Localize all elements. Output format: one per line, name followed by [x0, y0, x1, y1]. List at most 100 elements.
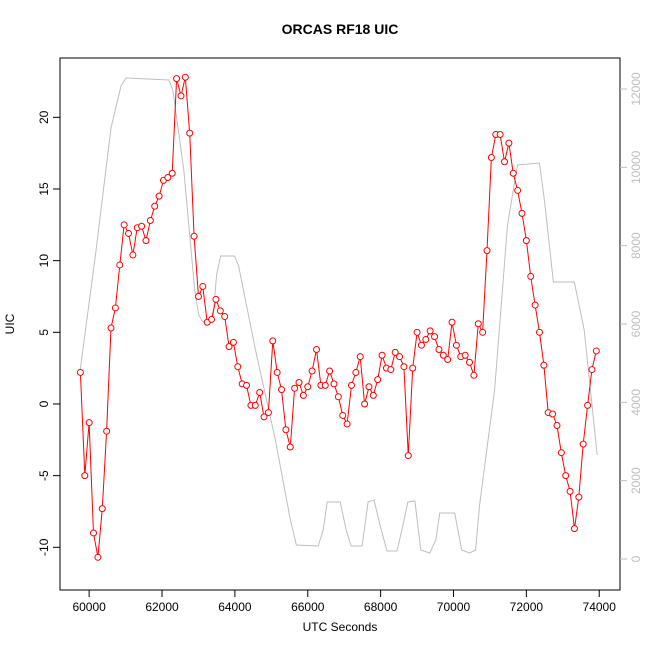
- data-point: [216, 307, 224, 315]
- data-point: [208, 315, 216, 323]
- series-line: [79, 77, 598, 554]
- data-point: [229, 338, 237, 346]
- x-tick-label: 66000: [291, 600, 325, 614]
- data-point: [505, 139, 513, 147]
- data-point: [164, 174, 172, 182]
- data-point: [531, 301, 539, 309]
- data-point: [347, 381, 355, 389]
- data-point: [522, 237, 530, 245]
- data-point: [365, 383, 373, 391]
- data-point: [98, 505, 106, 513]
- data-point: [549, 410, 557, 418]
- data-point: [234, 363, 242, 371]
- data-point: [264, 409, 272, 417]
- data-point: [487, 153, 495, 161]
- y-tick-label: 0: [37, 400, 51, 407]
- data-point: [146, 217, 154, 225]
- y2-tick-label: 0: [629, 555, 643, 562]
- data-point: [553, 421, 561, 429]
- data-point: [286, 443, 294, 451]
- data-point: [295, 378, 303, 386]
- data-point: [142, 237, 150, 245]
- data-point: [444, 356, 452, 364]
- data-point: [404, 452, 412, 460]
- data-point: [575, 493, 583, 501]
- data-point: [535, 328, 543, 336]
- data-point: [501, 158, 509, 166]
- y2-tick-label: 12000: [629, 72, 643, 106]
- data-point: [269, 337, 277, 345]
- y2-tick-label: 2000: [629, 467, 643, 494]
- y2-tick-label: 10000: [629, 150, 643, 184]
- data-point: [540, 361, 548, 369]
- data-point: [225, 343, 233, 351]
- data-point: [400, 363, 408, 371]
- data-point: [352, 368, 360, 376]
- x-tick-label: 62000: [145, 600, 179, 614]
- data-point: [138, 222, 146, 230]
- data-point: [194, 292, 202, 300]
- data-point: [304, 383, 312, 391]
- data-point: [584, 401, 592, 409]
- data-point: [470, 371, 478, 379]
- data-point: [330, 380, 338, 388]
- data-point: [435, 346, 443, 354]
- data-point: [173, 75, 181, 83]
- data-point: [496, 131, 504, 139]
- data-point: [356, 353, 364, 361]
- data-point: [129, 251, 137, 259]
- data-point: [186, 129, 194, 137]
- data-point: [452, 341, 460, 349]
- data-point: [155, 192, 163, 200]
- x-tick-label: 68000: [364, 600, 398, 614]
- data-point: [151, 202, 159, 210]
- data-point: [562, 472, 570, 480]
- data-point: [588, 366, 596, 374]
- data-point: [448, 318, 456, 326]
- data-point: [312, 346, 320, 354]
- data-point: [81, 472, 89, 480]
- y-tick-label: -10: [37, 538, 51, 556]
- data-point: [426, 327, 434, 335]
- data-point: [527, 272, 535, 280]
- data-point: [278, 386, 286, 394]
- data-point: [334, 393, 342, 401]
- x-tick-label: 60000: [72, 600, 106, 614]
- data-point: [90, 529, 98, 537]
- data-point: [190, 232, 198, 240]
- data-point: [483, 247, 491, 255]
- data-point: [299, 391, 307, 399]
- data-point: [369, 391, 377, 399]
- x-tick-label: 72000: [510, 600, 544, 614]
- y-tick-label: 20: [37, 110, 51, 124]
- data-point: [417, 341, 425, 349]
- data-point: [461, 351, 469, 359]
- x-tick-label: 70000: [437, 600, 471, 614]
- data-point: [566, 487, 574, 495]
- x-tick-label: 64000: [218, 600, 252, 614]
- data-point: [251, 401, 259, 409]
- data-point: [479, 328, 487, 336]
- y-tick-label: 5: [37, 329, 51, 336]
- data-point: [321, 381, 329, 389]
- data-point: [76, 368, 84, 376]
- data-point: [116, 261, 124, 269]
- data-point: [413, 328, 421, 336]
- data-point: [514, 186, 522, 194]
- data-point: [107, 324, 115, 332]
- data-point: [343, 420, 351, 428]
- data-point: [361, 400, 369, 408]
- data-point: [326, 367, 334, 375]
- data-point: [439, 351, 447, 359]
- data-point: [509, 169, 517, 177]
- chart-title: ORCAS RF18 UIC: [282, 21, 399, 37]
- data-point: [592, 347, 600, 355]
- data-point: [579, 440, 587, 448]
- data-point: [474, 320, 482, 328]
- y2-tick-label: 8000: [629, 232, 643, 259]
- data-point: [168, 169, 176, 177]
- data-point: [120, 221, 128, 229]
- data-point: [422, 335, 430, 343]
